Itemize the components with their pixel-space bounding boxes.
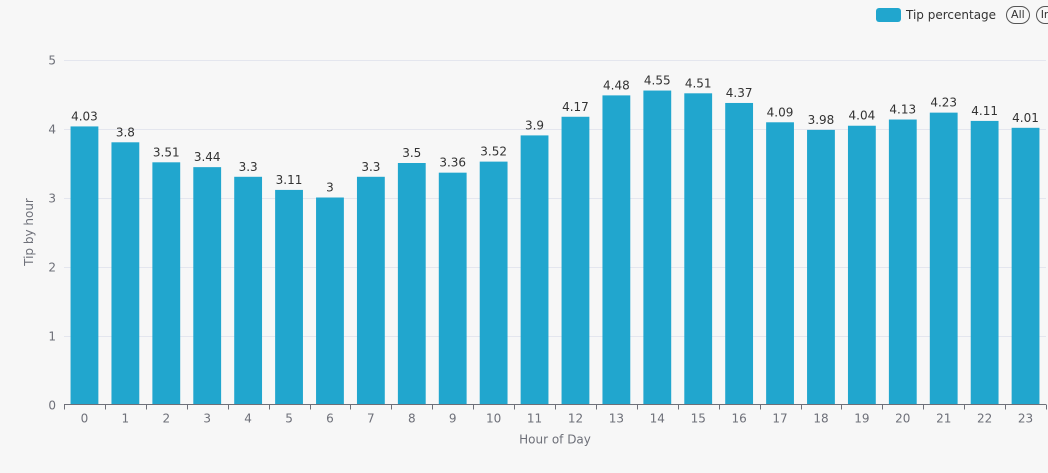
bar-value-label: 4.09 [767, 105, 794, 119]
x-tick-label: 21 [936, 412, 951, 426]
bar-hour-23[interactable] [1011, 127, 1040, 405]
bar-value-label: 3 [326, 181, 334, 195]
x-tick-label: 14 [650, 412, 665, 426]
bar-hour-3[interactable] [193, 167, 222, 405]
legend: Tip percentage All In [876, 6, 1048, 24]
y-tick-label: 5 [48, 54, 56, 68]
y-axis-title: Tip by hour [22, 198, 36, 267]
bar-hour-12[interactable] [561, 116, 590, 405]
bar-hour-19[interactable] [847, 125, 876, 405]
bar-value-label: 4.51 [685, 76, 712, 90]
x-tick-label: 0 [81, 412, 89, 426]
bar-hour-6[interactable] [316, 197, 344, 405]
x-tick-label: 23 [1018, 412, 1033, 426]
bar-hour-20[interactable] [888, 119, 917, 405]
bar-value-label: 3.36 [439, 156, 466, 170]
bar-hour-1[interactable] [111, 142, 140, 405]
bar-hour-14[interactable] [643, 90, 672, 405]
x-tick-label: 19 [854, 412, 869, 426]
bar-value-label: 4.04 [849, 109, 876, 123]
x-tick-label: 17 [772, 412, 787, 426]
bar-hour-13[interactable] [602, 95, 631, 405]
bar-value-label: 4.11 [971, 104, 998, 118]
grid-lines [64, 60, 1046, 337]
x-tick-label: 9 [449, 412, 457, 426]
bar-value-label: 4.37 [726, 86, 753, 100]
bar-value-label: 3.52 [480, 145, 507, 159]
bar-hour-8[interactable] [397, 163, 426, 405]
x-tick-label: 2 [162, 412, 170, 426]
x-tick-label: 5 [285, 412, 293, 426]
bar-value-label: 4.55 [644, 74, 671, 88]
x-axis-title: Hour of Day [519, 433, 591, 447]
y-tick-label: 1 [48, 330, 56, 344]
x-tick-label: 6 [326, 412, 334, 426]
bar-value-label: 3.3 [239, 160, 258, 174]
bar-hour-15[interactable] [684, 93, 713, 405]
bar-value-label: 3.3 [361, 160, 380, 174]
legend-swatch-tip-percentage[interactable] [876, 8, 901, 22]
bar-hour-17[interactable] [766, 122, 794, 405]
bar-hour-7[interactable] [356, 176, 385, 405]
bar-value-label: 3.51 [153, 145, 180, 159]
x-tick-label: 15 [691, 412, 706, 426]
bar-value-label: 4.17 [562, 100, 589, 114]
y-tick-label: 0 [48, 399, 56, 413]
x-tick-label: 12 [568, 412, 583, 426]
bar-hour-11[interactable] [520, 135, 549, 405]
x-tick-label: 4 [244, 412, 252, 426]
legend-select-all-button[interactable]: All [1006, 6, 1030, 24]
x-tick-label: 13 [609, 412, 624, 426]
bar-hour-2[interactable] [152, 162, 181, 405]
y-tick-label: 2 [48, 261, 56, 275]
x-tick-label: 10 [486, 412, 501, 426]
x-tick-label: 7 [367, 412, 375, 426]
bar-hour-5[interactable] [275, 189, 303, 405]
bar-hour-0[interactable] [70, 126, 99, 405]
y-tick-label: 3 [48, 192, 56, 206]
bar-value-label: 3.5 [402, 146, 421, 160]
bar-value-label: 4.48 [603, 78, 630, 92]
bar-hour-18[interactable] [807, 129, 835, 405]
bar-hour-22[interactable] [970, 120, 999, 405]
bars: 4.03 3.8 3.51 3.44 3.3 3.11 3 3.3 3.5 3.36 3.52 3.9… [70, 74, 1040, 405]
bar-value-label: 3.8 [116, 125, 135, 139]
bar-hour-4[interactable] [234, 176, 263, 405]
bar-value-label: 4.01 [1012, 111, 1039, 125]
x-tick-label: 11 [527, 412, 542, 426]
bar-hour-16[interactable] [725, 102, 754, 405]
bar-hour-21[interactable] [929, 112, 958, 405]
bar-hour-10[interactable] [479, 161, 508, 405]
y-tick-label: 4 [48, 123, 56, 137]
x-tick-label: 20 [895, 412, 910, 426]
bar-value-label: 3.9 [525, 118, 544, 132]
x-tick-label: 16 [731, 412, 746, 426]
bar-value-label: 3.11 [276, 173, 303, 187]
bar-value-label: 3.98 [808, 113, 835, 127]
x-tick-label: 8 [408, 412, 416, 426]
x-tick-label: 22 [977, 412, 992, 426]
x-tick-label: 3 [203, 412, 211, 426]
x-tick-label: 18 [813, 412, 828, 426]
bar-value-label: 3.44 [194, 150, 221, 164]
bar-value-label: 4.03 [71, 109, 98, 123]
x-tick-label: 1 [122, 412, 130, 426]
bar-value-label: 4.13 [889, 103, 916, 117]
bar-value-label: 4.23 [930, 96, 957, 110]
legend-label-tip-percentage[interactable]: Tip percentage [906, 8, 997, 22]
bar-hour-9[interactable] [438, 172, 467, 405]
legend-inverse-button[interactable]: In [1035, 6, 1048, 24]
